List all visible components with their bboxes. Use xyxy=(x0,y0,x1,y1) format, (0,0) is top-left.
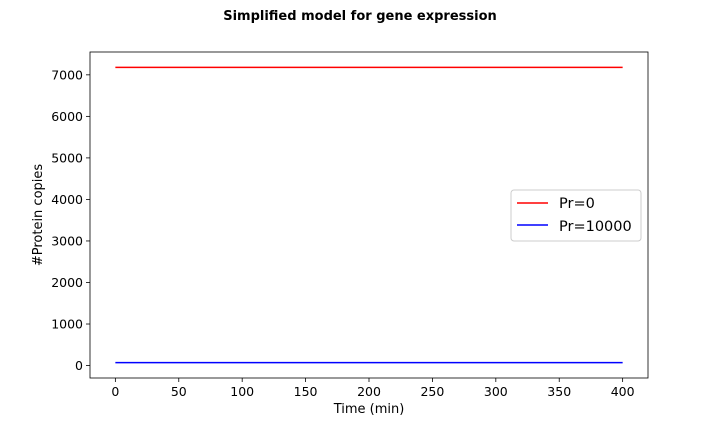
x-tick-label: 300 xyxy=(484,384,508,399)
x-axis-ticks: 0 50 100 150 200 250 300 350 400 xyxy=(111,378,635,399)
series-layer xyxy=(115,66,623,364)
x-tick-label: 150 xyxy=(294,384,318,399)
y-tick-label: 6000 xyxy=(51,109,83,124)
y-tick-label: 1000 xyxy=(51,317,83,332)
y-tick-label: 0 xyxy=(75,358,83,373)
chart-title: Simplified model for gene expression xyxy=(223,9,497,24)
x-tick-label: 50 xyxy=(171,384,187,399)
x-tick-label: 350 xyxy=(547,384,571,399)
y-tick-label: 4000 xyxy=(51,192,83,207)
y-tick-label: 7000 xyxy=(51,67,83,82)
x-tick-label: 250 xyxy=(420,384,444,399)
x-tick-label: 0 xyxy=(111,384,119,399)
plot-frame xyxy=(89,51,649,379)
x-axis-label: Time (min) xyxy=(333,402,405,417)
x-tick-label: 100 xyxy=(230,384,254,399)
y-axis-ticks: 0 1000 2000 3000 4000 5000 6000 7000 xyxy=(51,67,90,373)
y-tick-label: 2000 xyxy=(51,275,83,290)
legend: Pr=0 Pr=10000 xyxy=(510,189,642,242)
y-axis-label: #Protein copies xyxy=(31,164,46,267)
x-tick-label: 400 xyxy=(611,384,635,399)
x-tick-label: 200 xyxy=(357,384,381,399)
y-tick-label: 5000 xyxy=(51,150,83,165)
legend-label-pr-0: Pr=0 xyxy=(559,196,595,212)
legend-label-pr-10000: Pr=10000 xyxy=(559,219,632,235)
y-tick-label: 3000 xyxy=(51,233,83,248)
